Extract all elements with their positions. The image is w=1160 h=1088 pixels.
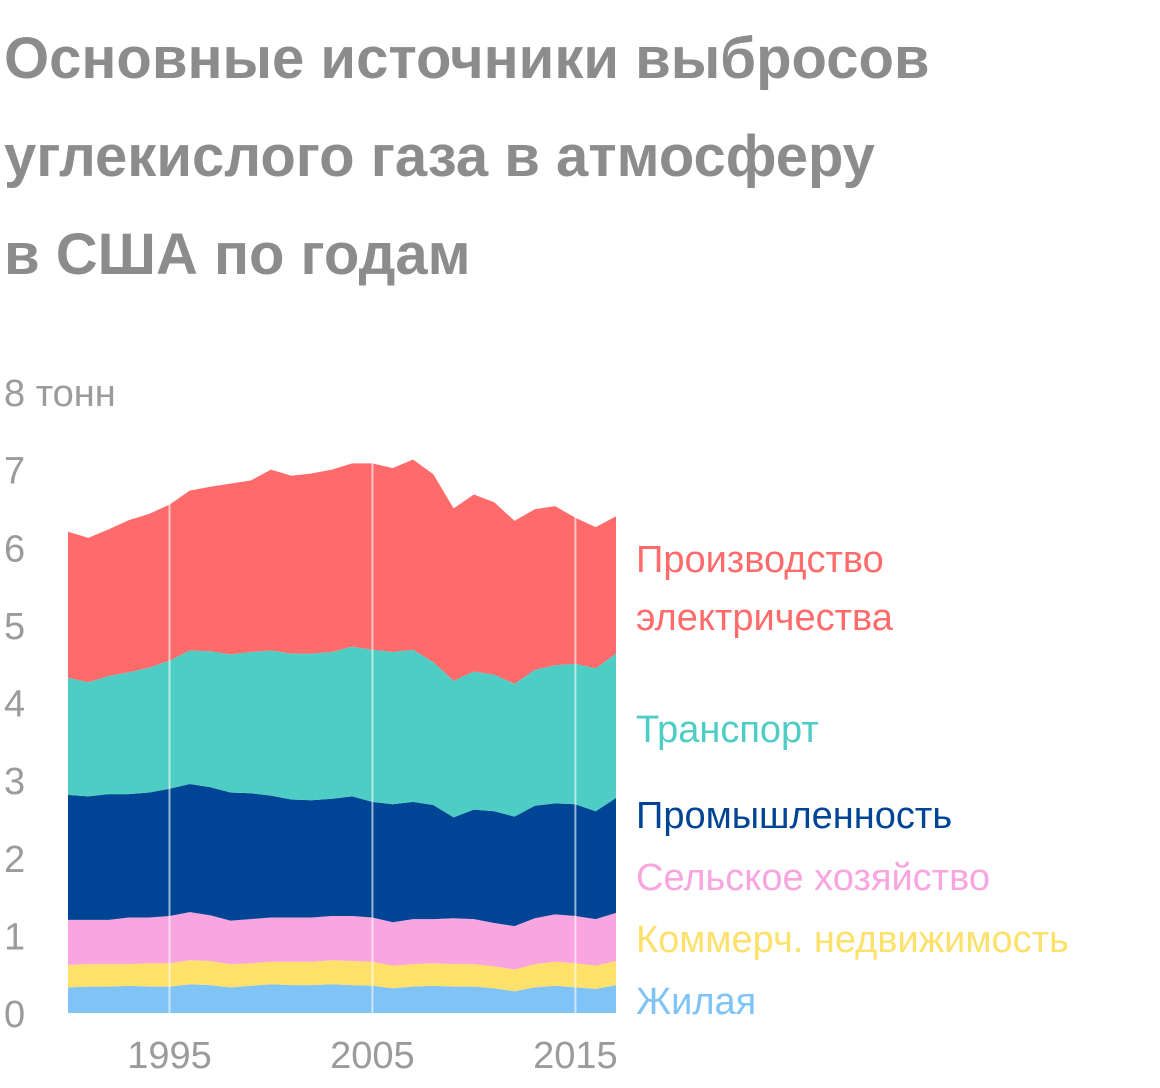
y-tick-label-6: 6 — [4, 528, 25, 570]
y-tick-label-3: 3 — [4, 761, 25, 803]
chart-title-line-2: углекислого газа в атмосферу — [4, 124, 875, 189]
series-labels: Жилая Коммерч. недвижимость Сельское хозяй… — [636, 539, 1069, 1023]
series-label-0-line-0: Производство — [636, 539, 884, 581]
x-axis-ticks: 1995 2005 2015 — [127, 1035, 617, 1077]
x-tick-label-2: 2015 — [533, 1035, 618, 1077]
y-axis-ticks: 0 1 2 3 4 5 6 7 8 тонн — [4, 373, 116, 1036]
chart-title-line-3: в США по годам — [4, 222, 471, 287]
y-unit-label: 8 тонн — [4, 373, 116, 415]
y-tick-label-7: 7 — [4, 451, 25, 493]
x-tick-label-1: 2005 — [330, 1035, 415, 1077]
area-series-5 — [68, 459, 616, 684]
series-label-4-line-0: Коммерч. недвижимость — [636, 919, 1069, 961]
y-tick-label-4: 4 — [4, 684, 25, 726]
y-tick-label-2: 2 — [4, 839, 25, 881]
series-label-5-line-0: Жилая — [636, 981, 756, 1023]
y-tick-label-1: 1 — [4, 916, 25, 958]
vertical-gridlines — [168, 452, 577, 1013]
area-series-0 — [68, 984, 616, 1013]
y-tick-label-5: 5 — [4, 606, 25, 648]
x-tick-label-0: 1995 — [127, 1035, 212, 1077]
area-series-2 — [68, 912, 616, 970]
series-label-0-line-1: электричества — [636, 597, 894, 639]
area-series-3 — [68, 784, 616, 927]
chart-title-line-1: Основные источники выбросов — [4, 26, 930, 91]
series-label-3-line-0: Сельское хозяйство — [636, 857, 990, 899]
area-series-4 — [68, 646, 616, 818]
series-label-2-line-0: Промышленность — [636, 795, 952, 837]
area-layers — [68, 459, 616, 1013]
area-series-1 — [68, 960, 616, 992]
chart-title: Основные источники выбросов углекислого … — [4, 10, 1144, 304]
series-label-1-line-0: Транспорт — [636, 709, 819, 751]
y-tick-label-0: 0 — [4, 994, 25, 1036]
